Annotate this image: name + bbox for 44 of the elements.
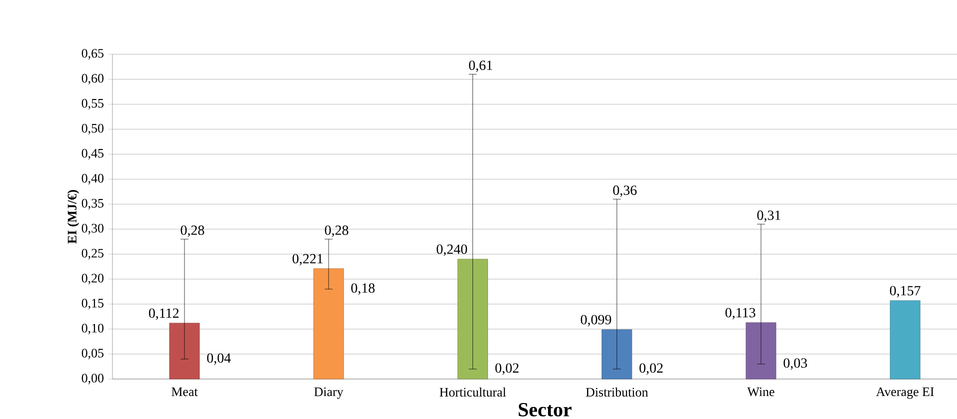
y-tick-label: 0,25 xyxy=(82,248,104,260)
y-tick-label: 0,45 xyxy=(82,148,104,160)
bar xyxy=(746,322,776,380)
x-tick-label: Wine xyxy=(747,387,774,396)
bar xyxy=(890,300,920,380)
bar xyxy=(313,268,344,380)
bar xyxy=(169,322,200,380)
data-label: 0,099 xyxy=(580,314,612,326)
y-tick-label: 0,10 xyxy=(82,324,104,334)
y-tick-label: 0,60 xyxy=(82,74,104,85)
x-tick-label: Average EI xyxy=(876,387,934,399)
y-tick-label: 0,35 xyxy=(82,198,104,210)
annotation: 0,36 xyxy=(613,186,637,197)
x-axis-title: Sector xyxy=(518,403,572,416)
y-tick-label: 0,30 xyxy=(82,224,104,234)
y-tick-label: 0,00 xyxy=(82,374,104,384)
bar xyxy=(602,329,632,380)
x-tick-label: Horticultural xyxy=(440,387,506,397)
annotation: 0,02 xyxy=(495,363,518,375)
y-tick-label: 0,15 xyxy=(82,298,104,310)
y-tick-label: 0,65 xyxy=(82,48,104,60)
x-tick-label: Distribution xyxy=(586,387,648,397)
x-tick-label: Meat xyxy=(172,387,198,396)
data-label: 0,113 xyxy=(725,308,756,320)
y-axis-title: EI (MJ/€) xyxy=(67,190,80,244)
data-label: 0,157 xyxy=(890,286,920,298)
annotation: 0,02 xyxy=(640,363,663,375)
data-label: 0,221 xyxy=(292,254,323,266)
annotation: 0,18 xyxy=(351,283,375,295)
annotation: 0,61 xyxy=(469,60,492,72)
y-tick-label: 0,50 xyxy=(82,124,104,135)
y-tick-label: 0,05 xyxy=(82,348,104,360)
annotation: 0,03 xyxy=(784,358,807,370)
annotation: 0,31 xyxy=(757,210,780,222)
y-tick-label: 0,55 xyxy=(82,98,104,110)
annotation: 0,04 xyxy=(207,353,231,365)
data-label: 0,112 xyxy=(148,308,179,320)
bar xyxy=(458,258,488,380)
annotation: 0,28 xyxy=(324,226,348,237)
annotation: 0,28 xyxy=(180,226,204,237)
data-label: 0,240 xyxy=(436,244,468,256)
y-tick-label: 0,20 xyxy=(82,274,104,284)
y-tick-label: 0,40 xyxy=(82,174,104,184)
x-tick-label: Diary xyxy=(314,387,344,399)
